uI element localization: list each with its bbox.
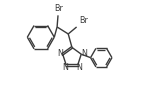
Text: N: N	[62, 63, 68, 72]
Text: N: N	[81, 49, 87, 58]
Text: N: N	[57, 49, 63, 58]
Text: Br: Br	[79, 16, 88, 25]
Text: Br: Br	[54, 4, 63, 13]
Text: N: N	[76, 63, 82, 72]
